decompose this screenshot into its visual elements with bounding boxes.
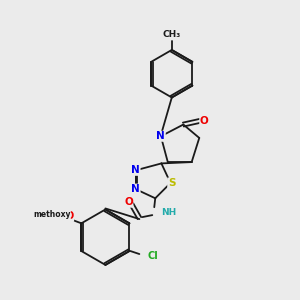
Text: Cl: Cl — [147, 251, 158, 261]
Text: N: N — [131, 165, 140, 175]
Text: O: O — [200, 116, 208, 126]
Text: S: S — [168, 178, 175, 188]
Text: N: N — [157, 131, 165, 141]
Text: NH: NH — [161, 208, 176, 217]
Text: N: N — [131, 184, 140, 194]
Text: CH₃: CH₃ — [163, 30, 181, 39]
Text: O: O — [65, 212, 74, 221]
Text: O: O — [124, 197, 133, 207]
Text: methoxy: methoxy — [33, 210, 70, 219]
